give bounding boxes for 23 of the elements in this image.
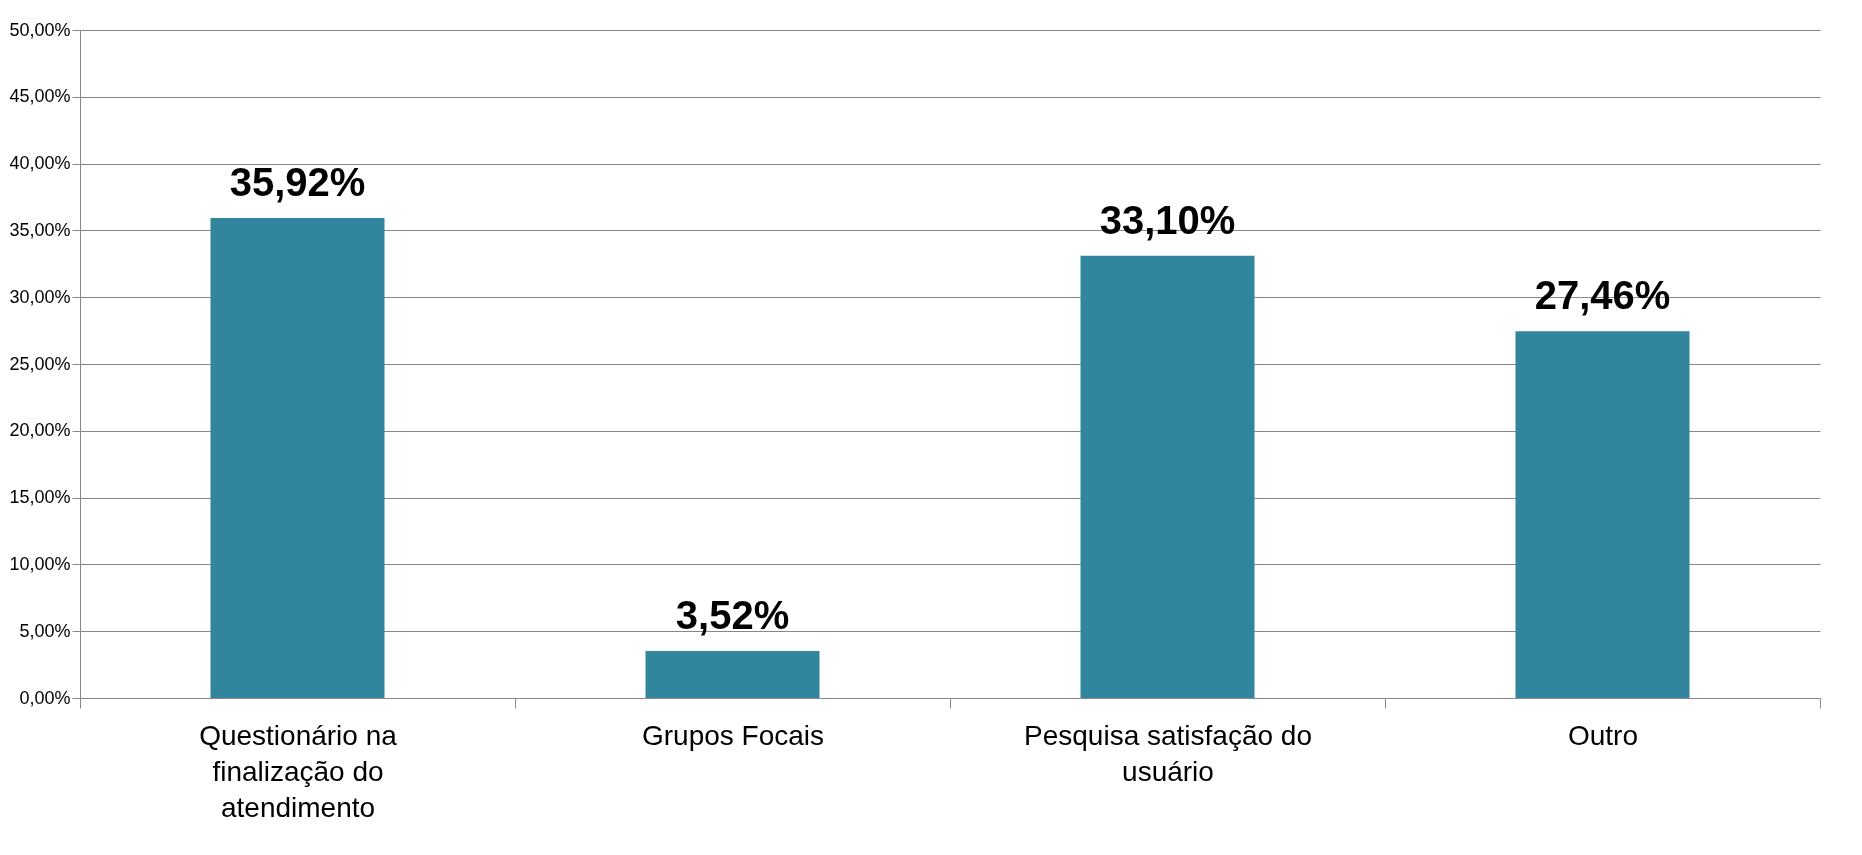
- y-tick-label: 50,00%: [9, 19, 71, 40]
- y-tick-label: 15,00%: [9, 487, 71, 508]
- x-tick-label: Questionário na finalização do atendimento: [199, 719, 398, 823]
- y-tick-label: 10,00%: [9, 553, 71, 574]
- data-label: 3,52%: [675, 592, 790, 637]
- x-tick-label: Grupos Focais: [641, 719, 825, 751]
- y-tick-label: 0,00%: [19, 687, 71, 708]
- y-tick-label: 20,00%: [9, 420, 71, 441]
- y-tick-label: 45,00%: [9, 86, 71, 107]
- bar: [1080, 255, 1255, 698]
- data-label: 27,46%: [1534, 273, 1671, 318]
- data-label: 35,92%: [229, 160, 366, 205]
- y-tick-label: 25,00%: [9, 353, 71, 374]
- y-tick-label: 30,00%: [9, 286, 71, 307]
- bar: [1515, 331, 1690, 698]
- y-tick-label: 35,00%: [9, 219, 71, 240]
- bar: [645, 650, 820, 698]
- y-tick-label: 5,00%: [19, 620, 71, 641]
- x-tick-label: Pesquisa satisfação do usuário: [1024, 719, 1312, 787]
- bar: [210, 218, 385, 698]
- data-label: 33,10%: [1099, 197, 1236, 242]
- x-tick-label: Outro: [1567, 719, 1639, 751]
- y-tick-label: 40,00%: [9, 153, 71, 174]
